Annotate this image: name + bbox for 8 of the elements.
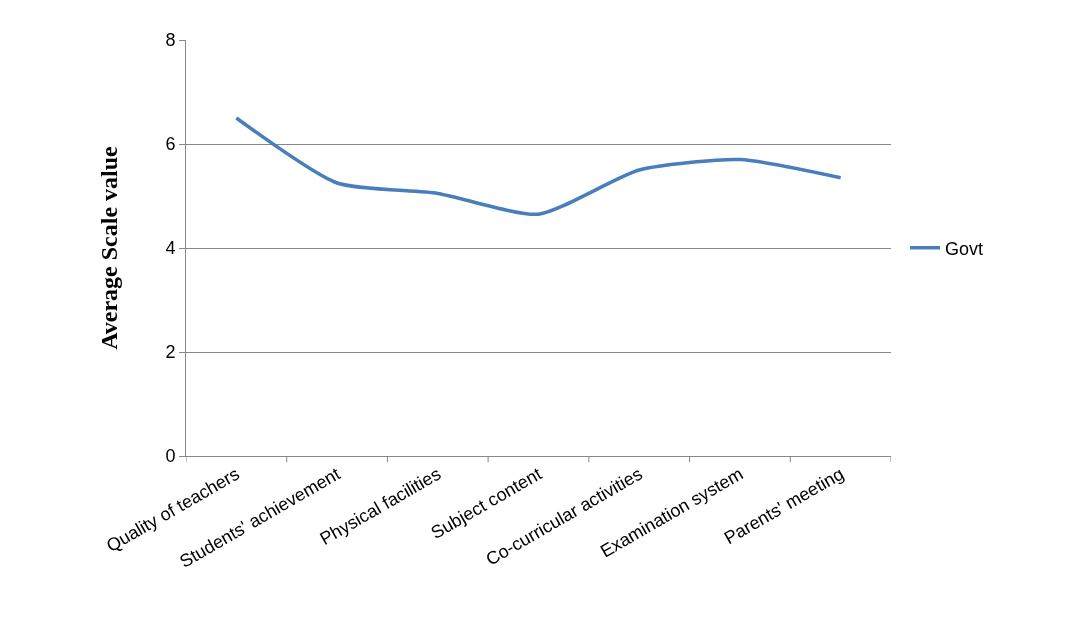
y-tick-label: 0 xyxy=(165,446,176,467)
legend-label: Govt xyxy=(945,238,984,259)
y-tick-label: 4 xyxy=(165,238,176,259)
y-tick-label: 2 xyxy=(165,342,176,363)
y-tick-label: 6 xyxy=(165,134,176,155)
y-axis-title: Average Scale value xyxy=(96,145,123,350)
y-tick-label: 8 xyxy=(165,30,176,51)
line-series xyxy=(234,116,843,216)
